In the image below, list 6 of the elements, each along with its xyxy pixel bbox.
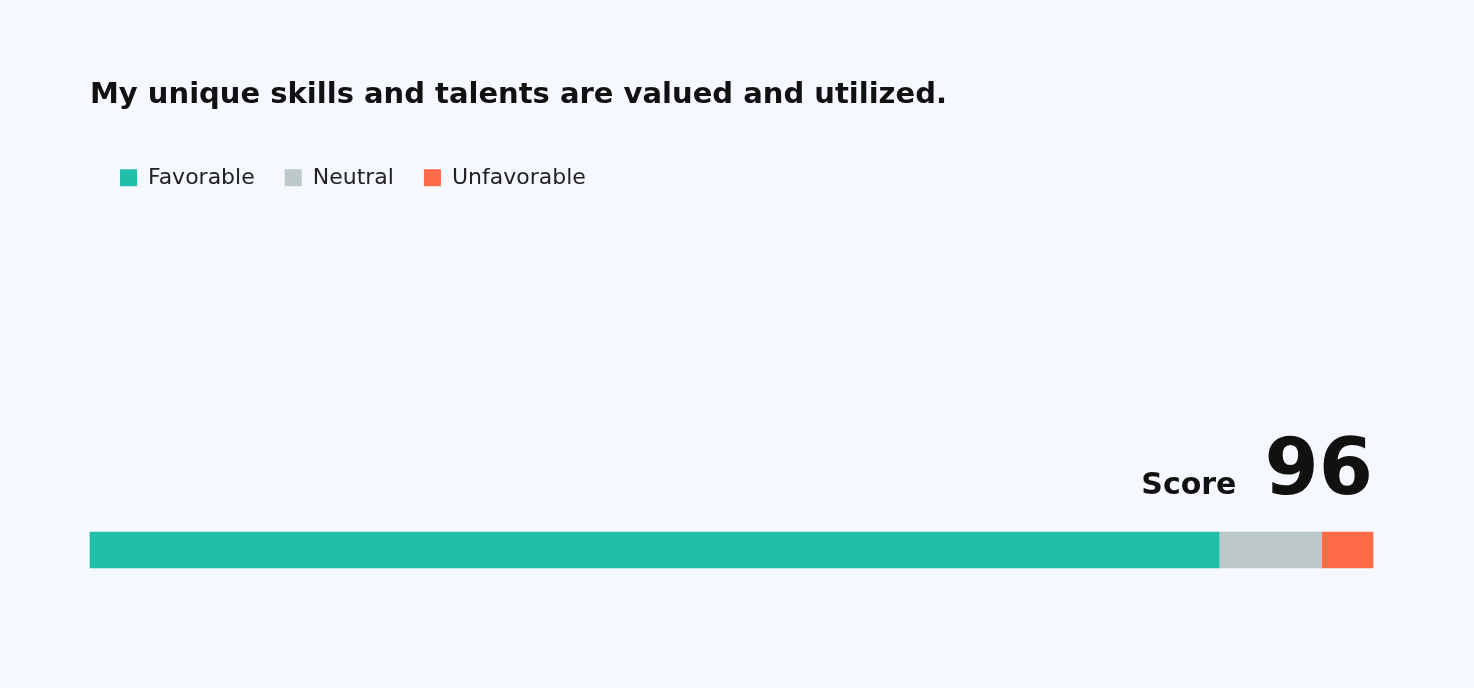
legend-label: Favorable	[148, 163, 255, 189]
text: Score	[1141, 466, 1237, 501]
text: 96	[1264, 422, 1373, 512]
legend-label: Unfavorable	[451, 163, 586, 189]
chart-title: My unique skills and talents are valued and utilized.	[90, 75, 947, 110]
legend-label: Neutral	[312, 163, 394, 189]
